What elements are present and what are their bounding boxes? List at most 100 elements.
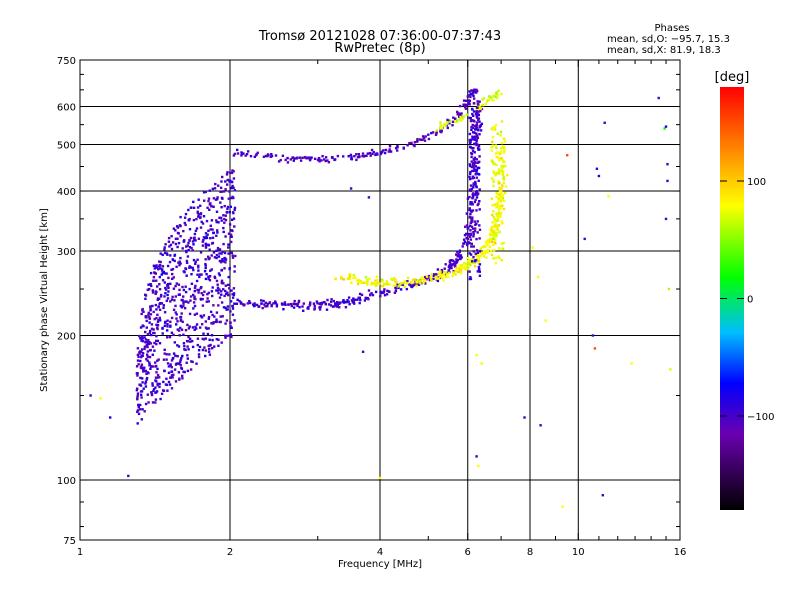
echo-point [451,259,455,263]
echo-point [359,298,362,302]
echo-point [474,124,478,127]
echo-point [457,270,460,274]
echo-point [223,190,226,193]
echo-point [216,283,219,286]
echo-point [478,133,481,136]
echo-point [220,281,223,285]
echo-point [603,121,606,124]
echo-point [482,255,486,258]
echo-point [146,350,149,353]
echo-point [469,221,472,225]
echo-point [468,195,471,199]
echo-point [137,363,140,366]
echo-point [186,323,189,327]
echo-point [193,289,196,293]
echo-point [382,290,386,293]
echo-point [157,318,160,322]
echo-point [147,339,150,342]
echo-point [468,188,472,191]
echo-point [204,262,207,266]
echo-point [233,265,236,268]
echo-point [298,156,302,159]
echo-point [471,149,475,153]
echo-point [173,368,177,371]
echo-point [471,216,474,219]
echo-point [222,242,225,246]
echo-point [492,162,495,166]
echo-point [172,276,175,279]
echo-point [469,116,472,120]
echo-point [223,294,226,298]
echo-point [447,265,451,269]
echo-point [443,267,446,270]
echo-point [146,340,149,344]
echo-point [412,143,415,147]
echo-point [468,103,471,106]
echo-point [212,251,216,254]
echo-point [478,160,481,163]
echo-point [209,310,213,313]
echo-point [165,377,168,380]
echo-point [169,243,173,247]
y-tick-label: 400 [57,187,76,198]
echo-point [370,292,373,295]
echo-point [475,455,478,458]
echo-point [150,333,153,337]
echo-point [274,300,277,303]
echo-point [183,345,186,348]
echo-point [153,349,156,352]
echo-point [491,140,494,144]
echo-point [502,151,506,155]
echo-point [561,505,564,508]
echo-point [231,254,234,257]
echo-point [352,297,355,300]
echo-point [209,237,212,240]
echo-point [469,92,472,96]
echo-point [196,273,199,276]
echo-point [308,304,312,307]
echo-point [202,215,206,218]
echo-point [168,353,171,356]
echo-point [166,264,170,268]
echo-point [145,372,148,375]
echo-point [170,366,173,369]
echo-point [179,363,182,367]
echo-point [607,195,610,198]
echo-point [216,231,219,234]
echo-point [296,302,300,305]
echo-point [475,142,478,145]
echo-point [472,182,475,185]
echo-point [222,226,225,230]
echo-point [232,154,236,157]
echo-point [357,296,360,299]
echo-point [489,228,492,232]
echo-point [360,293,364,297]
echo-point [232,186,235,189]
echo-point [390,277,393,281]
echo-point [439,121,442,124]
echo-point [462,103,465,106]
echo-point [142,367,145,371]
echo-point [236,298,239,301]
echo-point [503,147,506,150]
echo-point [452,116,455,119]
echo-point [497,213,501,216]
echo-point [466,237,470,241]
echo-point [184,285,187,288]
echo-point [200,220,203,224]
echo-point [185,261,189,264]
y-tick-label: 300 [57,247,76,258]
echo-point [459,264,462,268]
echo-point [475,176,478,179]
echo-point [148,361,151,364]
echo-point [469,277,473,281]
echo-point [352,301,355,304]
echo-point [478,208,481,211]
echo-point [224,180,227,183]
echo-point [197,264,200,267]
echo-point [171,267,175,271]
echo-point [204,190,207,194]
echo-point [161,265,165,268]
echo-point [178,224,182,227]
echo-point [232,293,236,297]
